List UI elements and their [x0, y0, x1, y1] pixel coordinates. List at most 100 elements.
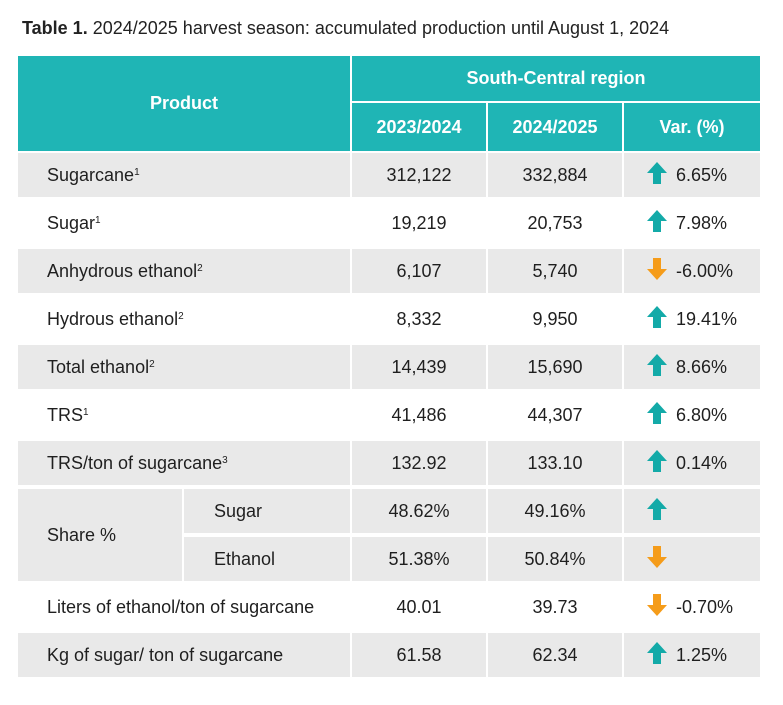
footnote-mark: 1 [95, 214, 101, 226]
product-name: Anhydrous ethanol [47, 260, 198, 281]
var-value: 1.25% [676, 644, 728, 665]
arrow-down-icon [646, 257, 668, 286]
header-product: Product [18, 56, 353, 153]
production-table: Product South-Central region 2023/2024 2… [18, 56, 761, 681]
table-row: Anhydrous ethanol2 6,107 5,740 -6.00% [18, 249, 761, 297]
value-prev: 6,107 [352, 249, 489, 297]
value-prev: 40.01 [352, 585, 489, 633]
value-curr: 39.73 [488, 585, 625, 633]
product-name: Hydrous ethanol [47, 308, 179, 329]
var-value: 6.80% [676, 404, 728, 425]
product-cell: TRS/ton of sugarcane3 [18, 441, 353, 489]
var-cell [624, 489, 761, 537]
arrow-up-icon [646, 209, 668, 238]
table-title: Table 1. 2024/2025 harvest season: accum… [22, 18, 669, 39]
table-row: Total ethanol2 14,439 15,690 8.66% [18, 345, 761, 393]
var-value: 19.41% [676, 308, 738, 329]
arrow-up-icon [646, 449, 668, 478]
value-prev: 132.92 [352, 441, 489, 489]
product-name: Kg of sugar/ ton of sugarcane [47, 644, 284, 665]
arrow-up-icon [646, 305, 668, 334]
var-cell: -6.00% [624, 249, 761, 297]
var-cell: 8.66% [624, 345, 761, 393]
table-row: Kg of sugar/ ton of sugarcane 61.58 62.34 1… [18, 633, 761, 681]
var-value: -0.70% [676, 596, 734, 617]
value-curr: 5,740 [488, 249, 625, 297]
value-curr: 15,690 [488, 345, 625, 393]
var-cell: 7.98% [624, 201, 761, 249]
value-prev: 51.38% [352, 537, 489, 585]
product-cell: Sugar1 [18, 201, 353, 249]
table-row: Sugarcane1 312,122 332,884 6.65% [18, 153, 761, 201]
product-cell: Sugarcane1 [18, 153, 353, 201]
var-cell: 19.41% [624, 297, 761, 345]
header-col-curr: 2024/2025 [488, 103, 625, 153]
var-value: 0.14% [676, 452, 728, 473]
footnote-mark: 1 [134, 166, 140, 178]
var-value: 7.98% [676, 212, 728, 233]
value-prev: 14,439 [352, 345, 489, 393]
var-value: -6.00% [676, 260, 734, 281]
footnote-mark: 3 [222, 454, 228, 466]
footnote-mark: 2 [149, 358, 155, 370]
product-cell: Hydrous ethanol2 [18, 297, 353, 345]
arrow-up-icon [646, 353, 668, 382]
footnote-mark: 1 [83, 406, 89, 418]
value-prev: 41,486 [352, 393, 489, 441]
header-col-var: Var. (%) [624, 103, 761, 153]
value-curr: 9,950 [488, 297, 625, 345]
value-curr: 133.10 [488, 441, 625, 489]
arrow-up-icon [646, 161, 668, 190]
product-name: Sugar [47, 212, 96, 233]
value-curr: 332,884 [488, 153, 625, 201]
arrow-up-icon [646, 497, 668, 526]
product-name: TRS/ton of sugarcane [47, 452, 223, 473]
var-cell: 6.80% [624, 393, 761, 441]
share-label: Share % [18, 489, 184, 585]
footnote-mark: 2 [178, 310, 184, 322]
share-product: Sugar [184, 489, 353, 537]
product-cell: Liters of ethanol/ton of sugarcane [18, 585, 353, 633]
arrow-down-icon [646, 593, 668, 622]
product-cell: Total ethanol2 [18, 345, 353, 393]
header-region: South-Central region [352, 56, 761, 103]
var-value: 6.65% [676, 164, 728, 185]
value-curr: 44,307 [488, 393, 625, 441]
value-prev: 48.62% [352, 489, 489, 537]
table-title-label: Table 1. [22, 18, 88, 38]
value-curr: 20,753 [488, 201, 625, 249]
value-curr: 62.34 [488, 633, 625, 681]
footnote-mark: 2 [197, 262, 203, 274]
table-row: Sugar1 19,219 20,753 7.98% [18, 201, 761, 249]
table-row: Liters of ethanol/ton of sugarcane 40.01 3… [18, 585, 761, 633]
table-row: Ethanol 51.38% 50.84% [18, 537, 761, 585]
var-cell: 0.14% [624, 441, 761, 489]
table-row: Share % Sugar 48.62% 49.16% [18, 489, 761, 585]
var-value: 8.66% [676, 356, 728, 377]
value-prev: 312,122 [352, 153, 489, 201]
var-cell: -0.70% [624, 585, 761, 633]
value-curr: 50.84% [488, 537, 625, 585]
value-prev: 19,219 [352, 201, 489, 249]
product-name: Liters of ethanol/ton of sugarcane [47, 596, 315, 617]
var-cell [624, 537, 761, 585]
header-col-prev: 2023/2024 [352, 103, 489, 153]
var-cell: 1.25% [624, 633, 761, 681]
arrow-down-icon [646, 545, 668, 574]
product-cell: Kg of sugar/ ton of sugarcane [18, 633, 353, 681]
product-cell: TRS1 [18, 393, 353, 441]
table-row: TRS/ton of sugarcane3 132.92 133.10 0.14% [18, 441, 761, 489]
var-cell: 6.65% [624, 153, 761, 201]
value-prev: 61.58 [352, 633, 489, 681]
table-row: Hydrous ethanol2 8,332 9,950 19.41% [18, 297, 761, 345]
product-name: Sugarcane [47, 164, 135, 185]
share-product: Ethanol [184, 537, 353, 585]
product-name: TRS [47, 404, 83, 425]
value-curr: 49.16% [488, 489, 625, 537]
table-row: TRS1 41,486 44,307 6.80% [18, 393, 761, 441]
product-cell: Anhydrous ethanol2 [18, 249, 353, 297]
arrow-up-icon [646, 401, 668, 430]
table-title-text: 2024/2025 harvest season: accumulated pr… [92, 18, 670, 38]
arrow-up-icon [646, 641, 668, 670]
product-name: Total ethanol [47, 356, 150, 377]
